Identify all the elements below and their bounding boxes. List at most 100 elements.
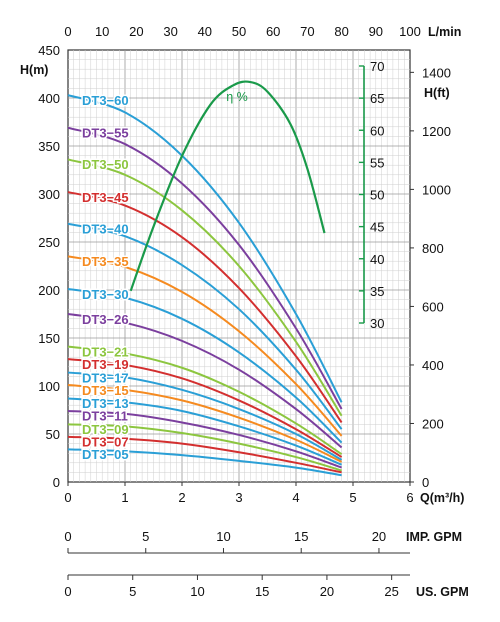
curve-label-dt3-50: DT3−50 [82, 157, 129, 172]
us-gpm-tick-label: 20 [320, 584, 334, 599]
efficiency-label: η % [226, 90, 248, 104]
x2-tick-label: 40 [198, 24, 212, 39]
x-tick-label: 5 [349, 490, 356, 505]
head-curve-dt3-15 [67, 384, 343, 463]
efficiency-tick-label: 55 [370, 155, 384, 170]
x-axis-label: Q(m³/h) [420, 491, 464, 505]
y-axis-label: H(m) [20, 63, 48, 77]
efficiency-tick-label: 70 [370, 59, 384, 74]
curve-label-dt3-07: DT3−07 [82, 435, 129, 450]
head-curve-dt3-11 [67, 409, 342, 469]
head-curve-dt3-60 [67, 94, 343, 403]
x-tick-label: 3 [235, 490, 242, 505]
imp-gpm-tick-label: 0 [64, 529, 71, 544]
us-gpm-label: US. GPM [416, 585, 469, 599]
imp-gpm-label: IMP. GPM [406, 530, 462, 544]
y2-axis-label: H(ft) [424, 86, 450, 100]
x-tick-label: 1 [121, 490, 128, 505]
y-tick-label: 350 [38, 139, 60, 154]
x2-tick-label: 50 [232, 24, 246, 39]
y-tick-label: 200 [38, 283, 60, 298]
head-curve-dt3-21 [67, 345, 343, 455]
y-tick-label: 400 [38, 91, 60, 106]
curve-label-dt3-40: DT3−40 [82, 222, 129, 237]
x2-tick-label: 90 [369, 24, 383, 39]
us-gpm-tick-label: 5 [129, 584, 136, 599]
x2-tick-label: 100 [399, 24, 421, 39]
x2-tick-label: 20 [129, 24, 143, 39]
head-curve-dt3-50 [67, 158, 343, 417]
head-curve-dt3-13 [67, 397, 342, 466]
y-tick-label: 0 [53, 475, 60, 490]
head-curve-dt3-30 [67, 288, 343, 444]
imp-gpm-tick-label: 15 [294, 529, 308, 544]
curve-label-dt3-21: DT3−21 [82, 344, 129, 359]
head-curves [67, 94, 343, 477]
efficiency-tick-label: 30 [370, 316, 384, 331]
x2-tick-label: 60 [266, 24, 280, 39]
curve-label-dt3-11: DT3−11 [82, 409, 128, 424]
head-curve-dt3-45 [67, 191, 343, 424]
x-tick-label: 0 [64, 490, 71, 505]
efficiency-curve [129, 80, 326, 292]
x-tick-label: 4 [292, 490, 299, 505]
head-curve-dt3-40 [67, 222, 343, 430]
y2-tick-label: 1400 [422, 65, 451, 80]
curve-label-dt3-26: DT3−26 [82, 312, 129, 327]
y-tick-label: 100 [38, 379, 60, 394]
us-gpm-tick-label: 25 [384, 584, 398, 599]
curve-label-dt3-35: DT3−35 [82, 254, 129, 269]
y2-tick-label: 600 [422, 299, 444, 314]
y-tick-label: 150 [38, 331, 60, 346]
y-tick-label: 250 [38, 235, 60, 250]
us-gpm-tick-label: 15 [255, 584, 269, 599]
y2-tick-label: 400 [422, 358, 444, 373]
y2-tick-label: 1200 [422, 124, 451, 139]
curve-label-dt3-05: DT3−05 [82, 447, 129, 462]
curve-label-dt3-30: DT3−30 [82, 287, 129, 302]
efficiency-tick-label: 35 [370, 284, 384, 299]
imp-gpm-tick-label: 20 [372, 529, 386, 544]
x2-tick-label: 0 [64, 24, 71, 39]
efficiency-tick-label: 65 [370, 91, 384, 106]
x2-tick-label: 80 [334, 24, 348, 39]
x-tick-label: 6 [406, 490, 413, 505]
head-curve-dt3-07 [67, 435, 342, 474]
y2-tick-label: 800 [422, 241, 444, 256]
head-curve-dt3-55 [67, 126, 343, 410]
efficiency-tick-label: 40 [370, 252, 384, 267]
y2-tick-label: 0 [422, 475, 429, 490]
head-curve-dt3-35 [67, 255, 343, 437]
curve-label-dt3-17: DT3−17 [82, 370, 129, 385]
y-tick-label: 300 [38, 187, 60, 202]
head-curve-dt3-26 [67, 313, 343, 449]
y-tick-label: 50 [46, 427, 60, 442]
imp-gpm-tick-label: 5 [142, 529, 149, 544]
efficiency-tick-label: 45 [370, 220, 384, 235]
curve-label-dt3-60: DT3−60 [82, 93, 129, 108]
x-tick-label: 2 [178, 490, 185, 505]
y-tick-label: 450 [38, 43, 60, 58]
curve-labels: DT3−60 DT3−55 DT3−50 DT3−45 DT3−40 DT3−35 DT3−… [81, 91, 131, 463]
efficiency-tick-label: 50 [370, 188, 384, 203]
curve-label-dt3-09: DT3−09 [82, 422, 129, 437]
head-curve-dt3-17 [67, 371, 343, 461]
head-curve-dt3-09 [67, 423, 342, 472]
curve-label-dt3-55: DT3−55 [82, 126, 129, 141]
curve-label-dt3-19: DT3−19 [82, 357, 129, 372]
us-gpm-tick-label: 0 [64, 584, 71, 599]
y2-tick-label: 200 [422, 416, 444, 431]
efficiency-curve-group: η % [129, 80, 326, 292]
head-curve-dt3-05 [67, 448, 342, 477]
x2-tick-label: 10 [95, 24, 109, 39]
head-curve-dt3-19 [67, 358, 343, 458]
curve-label-dt3-15: DT3−15 [82, 383, 129, 398]
x2-tick-label: 30 [163, 24, 177, 39]
curve-label-dt3-13: DT3−13 [82, 396, 129, 411]
imp-gpm-tick-label: 10 [216, 529, 230, 544]
y2-tick-label: 1000 [422, 182, 451, 197]
curve-label-dt3-45: DT3−45 [82, 190, 129, 205]
us-gpm-tick-label: 10 [190, 584, 204, 599]
